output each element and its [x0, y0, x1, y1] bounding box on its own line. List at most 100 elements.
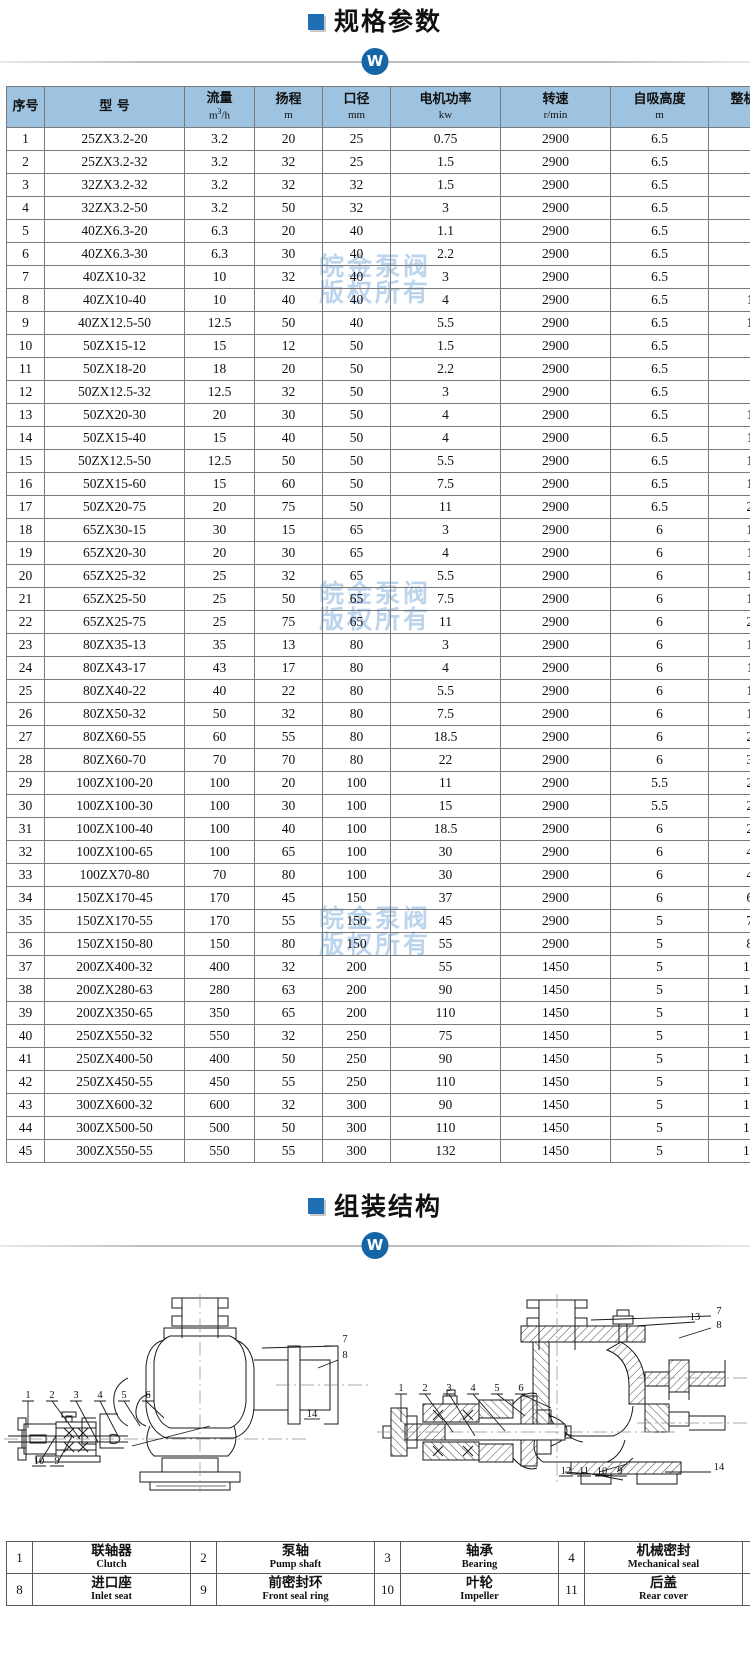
model-cell: 65ZX20-30	[44, 540, 185, 565]
value-cell: 65	[322, 540, 391, 565]
value-cell: 2900	[500, 862, 611, 887]
value-cell: 80	[322, 701, 391, 726]
value-cell: 3.2	[184, 172, 255, 197]
row-index-cell: 26	[6, 701, 45, 726]
value-cell: 22	[390, 747, 501, 772]
value-cell: 2900	[500, 747, 611, 772]
blue-square-bullet-icon	[307, 13, 324, 30]
value-cell: 12.5	[184, 310, 255, 335]
value-cell: 30	[254, 241, 323, 266]
value-cell: 37	[390, 885, 501, 910]
model-cell: 250ZX400-50	[44, 1046, 185, 1071]
value-cell: 70	[184, 862, 255, 887]
value-cell: 110	[390, 1069, 501, 1094]
value-cell: 150	[322, 908, 391, 933]
value-cell: 5.5	[390, 310, 501, 335]
value-cell: 4	[390, 425, 501, 450]
value-cell: 90	[390, 977, 501, 1002]
value-cell: 100	[322, 770, 391, 795]
value-cell: 1600	[708, 1092, 750, 1117]
callout-2: 2	[422, 1383, 427, 1394]
value-cell: 1450	[500, 1115, 611, 1140]
value-cell: 50	[322, 471, 391, 496]
value-cell: 6	[610, 839, 709, 864]
value-cell: 2900	[500, 632, 611, 657]
row-index-cell: 37	[6, 954, 45, 979]
model-cell: 65ZX30-15	[44, 517, 185, 542]
value-cell: 90	[390, 1046, 501, 1071]
model-cell: 300ZX550-55	[44, 1138, 185, 1163]
model-cell: 50ZX15-60	[44, 471, 185, 496]
callout-14: 14	[307, 1409, 318, 1420]
legend-index: 4	[558, 1541, 585, 1575]
value-cell: 630	[708, 885, 750, 910]
value-cell: 65	[254, 1000, 323, 1025]
value-cell: 40	[322, 310, 391, 335]
value-cell: 135	[708, 310, 750, 335]
value-cell: 70	[708, 241, 750, 266]
value-cell: 50	[254, 310, 323, 335]
spec-col-title: 口径	[343, 91, 370, 107]
value-cell: 6	[610, 517, 709, 542]
spec-header-row: 序号型 号流量m3/h扬程m口径mm电机功率kw转速r/min自吸高度m整机质量…	[6, 85, 750, 128]
value-cell: 6.5	[610, 287, 709, 312]
value-cell: 32	[254, 379, 323, 404]
model-cell: 50ZX18-20	[44, 356, 185, 381]
value-cell: 6	[610, 678, 709, 703]
value-cell: 40	[322, 218, 391, 243]
value-cell: 70	[254, 747, 323, 772]
value-cell: 3	[390, 632, 501, 657]
value-cell: 2900	[500, 149, 611, 174]
value-cell: 2900	[500, 402, 611, 427]
callout-7: 7	[342, 1334, 347, 1345]
value-cell: 35	[184, 632, 255, 657]
value-cell: 65	[322, 563, 391, 588]
value-cell: 90	[708, 379, 750, 404]
model-cell: 50ZX15-40	[44, 425, 185, 450]
value-cell: 5	[610, 1023, 709, 1048]
value-cell: 150	[184, 931, 255, 956]
value-cell: 32	[254, 1023, 323, 1048]
value-cell: 55	[254, 908, 323, 933]
spec-col-title: 扬程	[275, 91, 302, 107]
legend-index: 3	[374, 1541, 401, 1575]
callout-4: 4	[97, 1390, 103, 1401]
value-cell: 105	[708, 517, 750, 542]
value-cell: 80	[322, 678, 391, 703]
spec-col-header-3: 扬程 m	[254, 85, 323, 128]
model-cell: 100ZX100-20	[44, 770, 185, 795]
model-cell: 80ZX43-17	[44, 655, 185, 680]
value-cell: 5	[610, 1138, 709, 1163]
row-index-cell: 36	[6, 931, 45, 956]
row-index-cell: 15	[6, 448, 45, 473]
legend-part-name-cn: 泵轴	[282, 1543, 309, 1560]
row-index-cell: 5	[6, 218, 45, 243]
spec-col-header-5: 电机功率 kw	[390, 85, 501, 128]
legend-part-name-cn: 机械密封	[636, 1543, 691, 1560]
w-logo-badge-icon: W	[361, 1232, 389, 1260]
value-cell: 3	[390, 379, 501, 404]
value-cell: 25	[184, 563, 255, 588]
model-cell: 100ZX70-80	[44, 862, 185, 887]
value-cell: 110	[390, 1115, 501, 1140]
callout-1: 1	[25, 1390, 30, 1401]
value-cell: 15	[254, 517, 323, 542]
value-cell: 11	[390, 494, 501, 519]
legend-part-name-cn: 前密封环	[268, 1575, 323, 1592]
value-cell: 22	[254, 678, 323, 703]
